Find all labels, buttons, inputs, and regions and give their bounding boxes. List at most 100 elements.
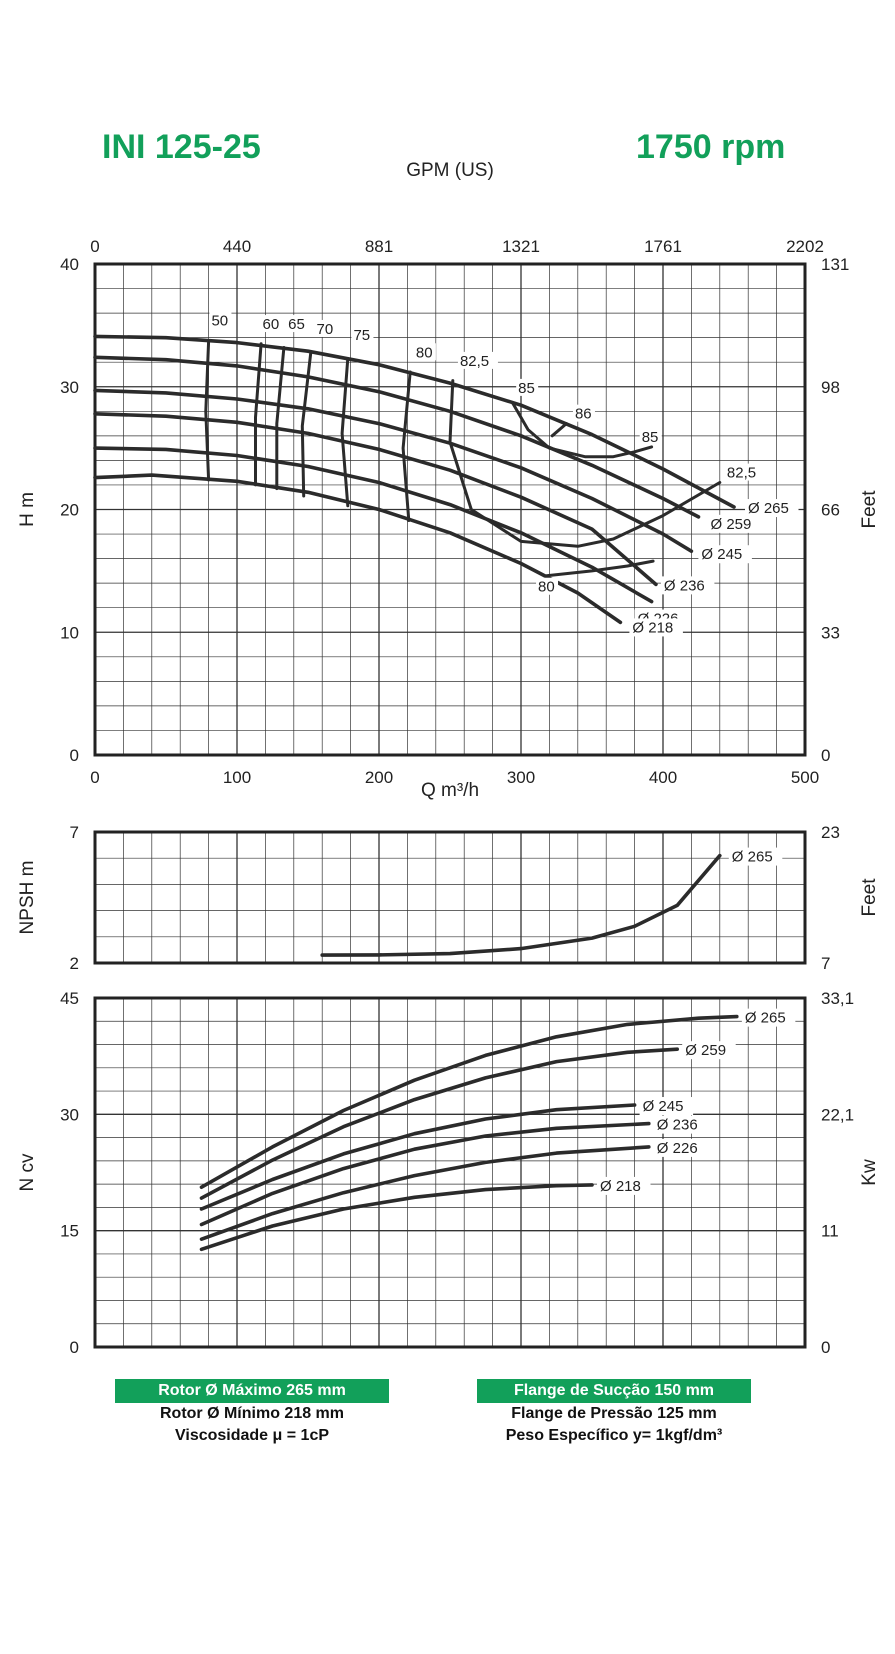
power-y2-tick-label: 33,1 [821, 989, 854, 1008]
power-curve-226 [199, 1145, 651, 1241]
npsh-y2-tick-label: 23 [821, 823, 840, 842]
series-label-bg [745, 499, 799, 518]
efficiency-line-80 [401, 370, 412, 522]
head-x-tick-label: 200 [365, 768, 393, 787]
efficiency-label-82-5: 82,5 [460, 353, 489, 370]
npsh-y-tick-label: 7 [70, 823, 79, 842]
head-curve-218 [93, 473, 623, 625]
power-y2-tick-label: 0 [821, 1338, 830, 1357]
series-label-218: Ø 218 [600, 1178, 641, 1195]
series-label-259: Ø 259 [711, 516, 752, 533]
head-y2-tick-label: 33 [821, 623, 840, 642]
efficiency-label-bg [724, 463, 765, 481]
efficiency-label-60: 60 [263, 316, 280, 333]
power-curve-236 [199, 1121, 651, 1227]
head-y-tick-label: 0 [70, 746, 79, 765]
npsh-y2-axis-title: Feet [859, 878, 880, 917]
efficiency-label-bg [413, 343, 436, 361]
power-y-axis-title: N cv [17, 1153, 38, 1192]
efficiency-line-85 [511, 401, 654, 459]
efficiency-line-75 [340, 357, 350, 508]
efficiency-label-bg [209, 311, 232, 329]
efficiency-label-50: 50 [211, 312, 228, 329]
head-frame [93, 262, 807, 757]
head-x2-tick-label: 2202 [786, 237, 824, 256]
series-label-bg [639, 1097, 694, 1116]
series-label-226: Ø 226 [657, 1140, 698, 1157]
power-y-tick-label: 0 [70, 1338, 79, 1357]
series-label-bg [698, 545, 752, 564]
efficiency-label-bg [572, 404, 595, 422]
series-label-bg [597, 1176, 651, 1195]
power-curve-245 [199, 1103, 637, 1211]
head-y-tick-label: 40 [60, 255, 79, 274]
efficiency-line-70 [300, 350, 313, 498]
efficiency-label-bg [260, 315, 283, 333]
npsh-y-axis-title: NPSH m [17, 861, 38, 935]
head-x2-axis-title: GPM (US) [406, 160, 494, 181]
head-y-tick-label: 30 [60, 378, 79, 397]
series-label-265: Ø 265 [745, 1010, 786, 1027]
head-x-tick-label: 400 [649, 768, 677, 787]
series-label-265: Ø 265 [732, 849, 773, 866]
head-x2-tick-label: 440 [223, 237, 251, 256]
specific-weight-label: Peso Específico y= 1kgf/dm³ [505, 1427, 723, 1444]
efficiency-label-85: 85 [642, 429, 659, 446]
head-x2-tick-label: 881 [365, 237, 393, 256]
rotor-min-label: Rotor Ø Mínimo 218 mm [159, 1405, 345, 1422]
series-label-259: Ø 259 [685, 1042, 726, 1059]
head-curve-236 [93, 412, 658, 587]
series-label-bg [741, 1008, 796, 1027]
head-curve-259 [93, 355, 701, 519]
efficiency-label-bg [536, 577, 559, 595]
power-y-tick-label: 45 [60, 989, 79, 1008]
head-y-axis-title: H m [17, 492, 38, 527]
efficiency-label-bg [639, 427, 662, 445]
head-y-tick-label: 10 [60, 623, 79, 642]
series-label-bg [653, 1138, 708, 1157]
power-curve-265 [199, 1014, 739, 1189]
efficiency-label-65: 65 [288, 316, 305, 333]
head-x-tick-label: 500 [791, 768, 819, 787]
efficiency-label-bg [516, 378, 539, 396]
head-x2-tick-label: 1761 [644, 237, 682, 256]
power-y2-tick-label: 22,1 [821, 1105, 854, 1124]
pump-speed-label: 1750 rpm [636, 128, 786, 166]
efficiency-label-80: 80 [538, 579, 555, 596]
efficiency-label-80: 80 [416, 344, 433, 361]
power-y-tick-label: 30 [60, 1105, 79, 1124]
efficiency-label-bg [314, 319, 337, 337]
npsh-curve-265 [320, 853, 722, 957]
viscosity-label: Viscosidade μ = 1cP [174, 1427, 330, 1444]
power-frame [93, 996, 807, 1349]
head-x-axis-title: Q m³/h [421, 780, 479, 801]
efficiency-label-85: 85 [518, 380, 535, 397]
efficiency-line-86 [550, 422, 568, 438]
pump-model-title: INI 125-25 [102, 128, 261, 166]
head-curve-265 [93, 334, 736, 509]
series-label-236: Ø 236 [657, 1117, 698, 1134]
power-curve-259 [199, 1047, 679, 1200]
npsh-y-tick-label: 2 [70, 954, 79, 973]
series-label-245: Ø 245 [701, 546, 742, 563]
efficiency-line-80 [545, 559, 655, 578]
efficiency-label-82-5: 82,5 [727, 465, 756, 482]
efficiency-line-82-5 [448, 379, 722, 548]
series-label-236: Ø 236 [664, 577, 705, 594]
head-x2-tick-label: 0 [90, 237, 99, 256]
head-x-tick-label: 300 [507, 768, 535, 787]
pressure-flange-label: Flange de Pressão 125 mm [511, 1405, 717, 1422]
head-y2-tick-label: 0 [821, 746, 830, 765]
series-label-bg [629, 618, 683, 637]
series-label-bg [707, 514, 761, 533]
efficiency-label-bg [457, 351, 498, 369]
power-y-tick-label: 15 [60, 1222, 79, 1241]
efficiency-line-60 [254, 342, 263, 487]
npsh-y2-tick-label: 7 [821, 954, 830, 973]
efficiency-line-65 [275, 346, 286, 491]
flange-info-block: Flange de Sucção 150 mm Flange de Pressã… [477, 1379, 751, 1447]
rotor-info-block: Rotor Ø Máximo 265 mm Rotor Ø Mínimo 218… [115, 1379, 389, 1447]
head-y-tick-label: 20 [60, 501, 79, 520]
head-y2-tick-label: 66 [821, 501, 840, 520]
